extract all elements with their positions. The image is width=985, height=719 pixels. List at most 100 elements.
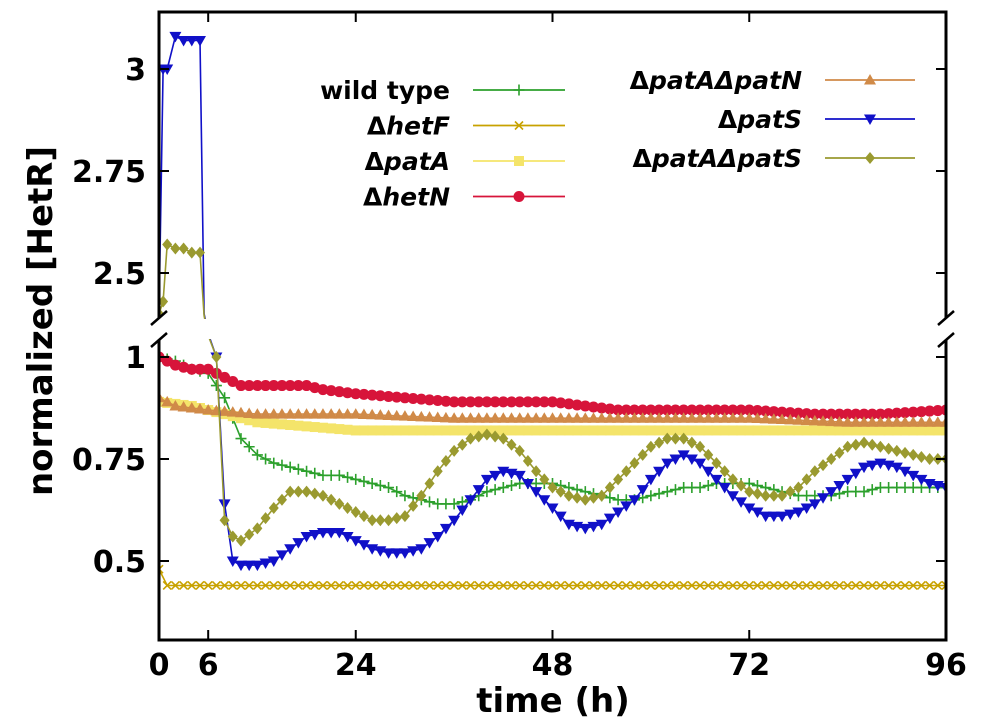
data-point [382,548,395,559]
data-point [761,580,771,591]
data-point [760,489,771,502]
data-point [449,425,460,436]
data-point [637,448,648,461]
data-point [316,527,329,539]
data-point [907,416,920,427]
data-point [924,405,936,417]
data-point [554,511,567,523]
x-axis-title: time (h) [476,681,630,719]
data-point [457,580,467,591]
data-point [448,498,460,510]
data-point [892,580,902,591]
data-point [620,412,633,423]
data-point [620,501,633,512]
data-point [186,246,197,259]
data-point [662,432,673,445]
data-point [375,514,386,527]
data-point [587,412,600,423]
data-point [285,485,296,498]
data-point [653,466,666,478]
data-point [605,580,615,591]
data-point [252,580,262,591]
data-point [817,493,830,504]
data-point [776,511,789,523]
data-point [915,474,928,486]
data-point [793,580,804,591]
series-hetf [159,564,946,591]
data-point [564,580,574,591]
data-point [694,482,706,494]
data-point [644,474,657,486]
data-point [203,580,213,591]
data-point [162,580,172,591]
data-point [261,580,271,591]
legend-label: ΔpatAΔpatS [633,144,803,173]
data-point [916,580,926,591]
data-point [473,430,484,443]
data-point [251,560,264,572]
data-point [891,444,902,457]
data-point [481,428,492,441]
data-point [243,441,255,453]
data-point [521,412,534,423]
data-point [390,548,403,559]
data-point [391,486,403,498]
data-point [342,471,354,483]
legend-entry: ΔpatAΔpatN [630,66,915,95]
data-point [506,425,517,436]
data-point [933,580,943,591]
data-point [440,395,452,407]
data-point [703,580,713,591]
data-point [333,386,345,398]
data-point [808,414,821,426]
data-point [915,406,927,418]
data-point [710,404,722,416]
data-point [694,458,707,470]
data-point [555,397,567,409]
data-point [702,480,714,492]
data-point [736,425,747,436]
data-point [539,580,549,591]
data-point [858,416,871,427]
data-point [661,458,674,470]
data-point [793,481,804,494]
data-point [760,405,772,417]
data-point [399,392,411,404]
data-point [580,425,591,436]
data-point [193,403,206,414]
data-point [448,396,460,408]
data-point [678,425,689,436]
data-point [751,507,764,519]
data-point [875,440,886,453]
data-point [638,580,648,591]
data-point [531,425,542,436]
data-point [383,482,395,494]
data-point [293,485,304,498]
data-point [439,411,452,423]
data-point [162,238,173,251]
data-point [727,404,739,416]
data-point [416,489,427,502]
data-point [530,412,543,423]
legend-marker [864,114,876,125]
data-point [285,420,296,430]
data-point [941,580,946,591]
data-point [505,412,518,423]
data-point [596,425,607,436]
data-point [588,491,599,504]
data-point [235,413,246,424]
data-point [637,425,648,436]
data-point [530,487,543,498]
data-point [743,412,756,423]
data-point [628,404,640,416]
data-point [636,412,649,423]
data-point [785,485,796,498]
data-point [318,580,328,591]
data-point [768,425,779,436]
data-point [293,420,304,431]
data-point [382,409,395,420]
data-point [218,405,231,416]
data-point [654,425,665,436]
data-point [457,425,468,436]
data-point [759,412,772,424]
